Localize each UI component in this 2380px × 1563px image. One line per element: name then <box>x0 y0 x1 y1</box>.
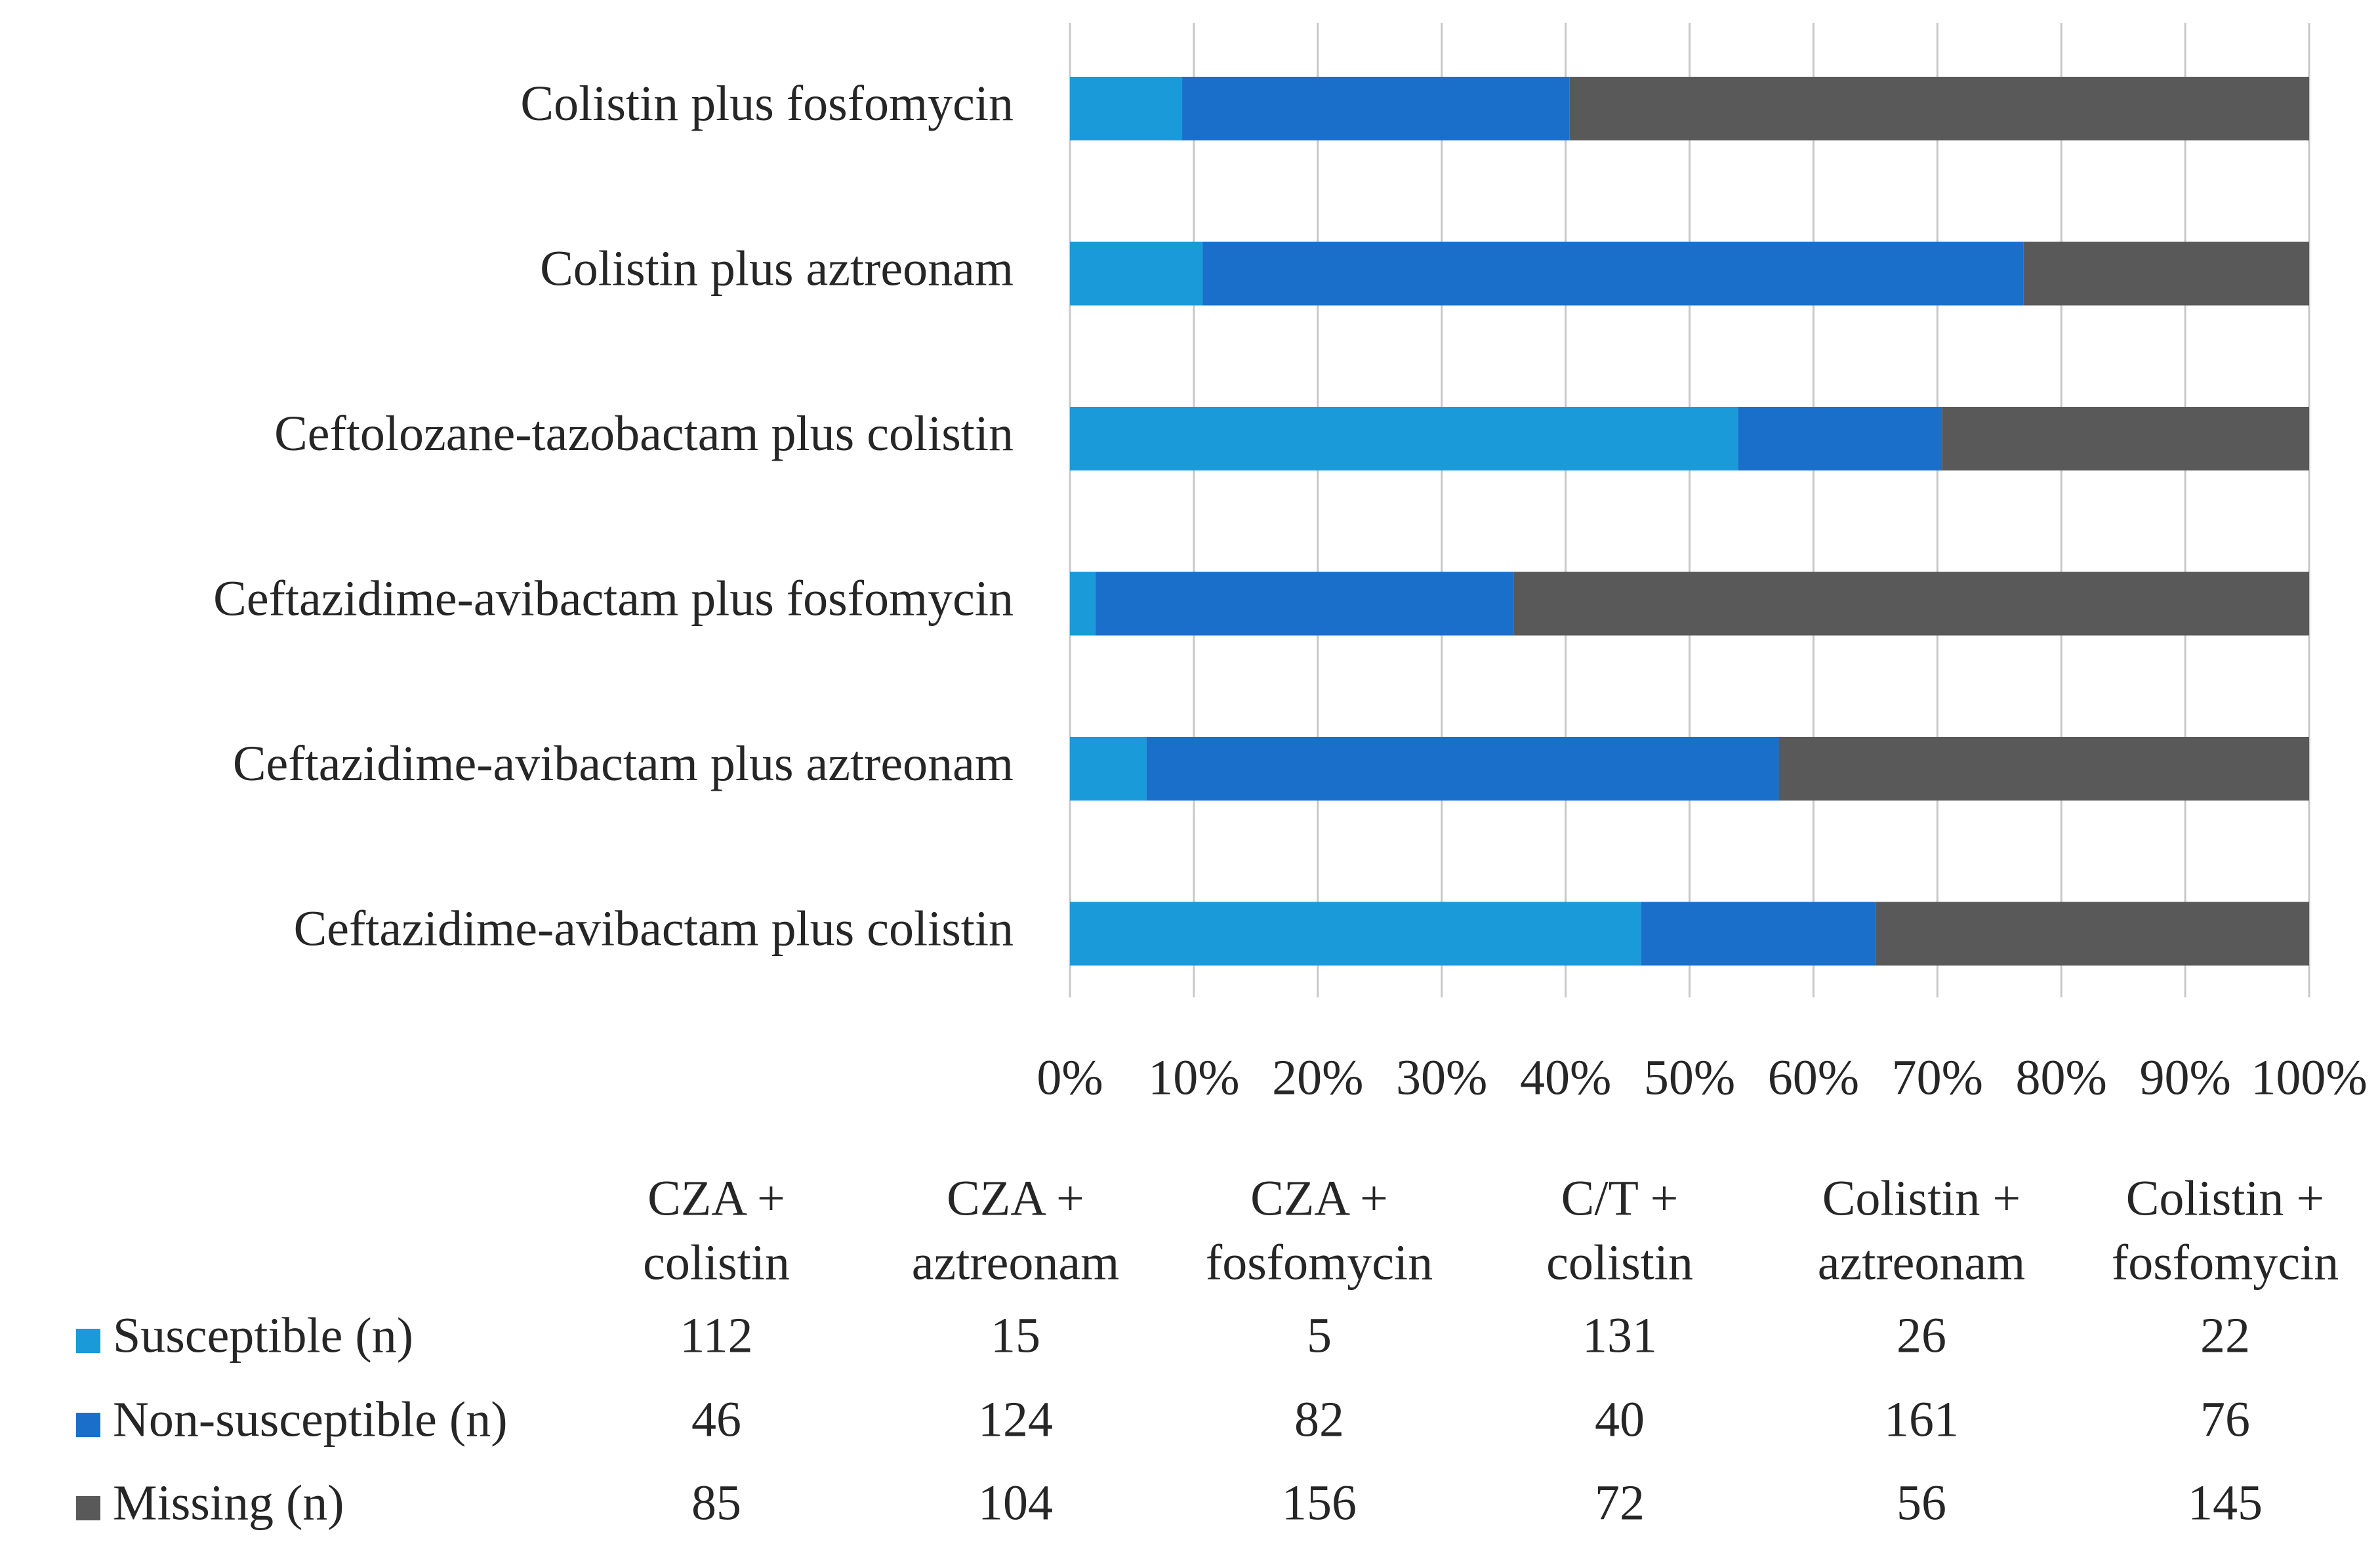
table-value: 5 <box>1307 1308 1332 1363</box>
bar-segment <box>1738 407 1942 470</box>
x-tick-label: 10% <box>1148 1050 1239 1105</box>
category-label: Ceftazidime-avibactam plus fosfomycin <box>213 571 1014 626</box>
category-label: Colistin plus aztreonam <box>540 241 1014 296</box>
table-value: 161 <box>1884 1392 1959 1447</box>
bar-segment <box>1070 572 1096 636</box>
table-value: 124 <box>978 1392 1053 1447</box>
bar-segment <box>1202 241 2024 306</box>
x-tick-label: 90% <box>2139 1050 2230 1105</box>
table-value: 15 <box>991 1308 1040 1363</box>
bar-segment <box>1641 902 1876 966</box>
table-column-header: aztreonam <box>912 1235 1119 1290</box>
table-value: 76 <box>2200 1392 2250 1447</box>
legend-label: Missing (n) <box>113 1475 344 1530</box>
table-value: 82 <box>1294 1392 1344 1447</box>
table-value: 56 <box>1897 1475 1946 1530</box>
x-tick-label: 100% <box>2251 1050 2367 1105</box>
x-tick-label: 20% <box>1272 1050 1363 1105</box>
legend-label: Non-susceptible (n) <box>113 1392 508 1447</box>
table-value: 22 <box>2200 1308 2250 1363</box>
bar-segment <box>1942 407 2309 470</box>
table-column-header: C/T + <box>1561 1171 1679 1226</box>
bar-segment <box>1513 572 2309 636</box>
bar-segment <box>2023 241 2309 306</box>
table-column-header: CZA + <box>947 1171 1084 1226</box>
table-value: 156 <box>1282 1475 1357 1530</box>
x-tick-label: 40% <box>1520 1050 1611 1105</box>
table-column-header: CZA + <box>1250 1171 1388 1226</box>
legend-label: Susceptible (n) <box>113 1308 413 1363</box>
category-label: Ceftolozane-tazobactam plus colistin <box>274 406 1014 461</box>
bar-segment <box>1569 77 2309 140</box>
bar-segment <box>1070 737 1147 801</box>
table-value: 131 <box>1582 1308 1657 1363</box>
table-column-header: fosfomycin <box>2112 1235 2339 1290</box>
bar-segment <box>1182 77 1570 140</box>
bar-segment <box>1070 407 1738 470</box>
table-column-header: Colistin + <box>2126 1171 2325 1226</box>
table-column-header: fosfomycin <box>1206 1235 1433 1290</box>
category-label: Ceftazidime-avibactam plus colistin <box>294 901 1014 956</box>
x-tick-label: 60% <box>1768 1050 1859 1105</box>
legend-swatch <box>76 1496 100 1520</box>
table-column-header: CZA + <box>647 1171 785 1226</box>
legend-swatch <box>76 1413 100 1437</box>
category-label: Ceftazidime-avibactam plus aztreonam <box>233 736 1014 791</box>
bar-segment <box>1070 77 1183 140</box>
x-tick-label: 80% <box>2016 1050 2107 1105</box>
table-value: 72 <box>1595 1475 1645 1530</box>
x-tick-label: 30% <box>1396 1050 1487 1105</box>
table-column-header: Colistin + <box>1822 1171 2021 1226</box>
table-column-header: colistin <box>1546 1235 1693 1290</box>
table-value: 145 <box>2188 1475 2263 1530</box>
x-tick-label: 70% <box>1892 1050 1983 1105</box>
legend-swatch <box>76 1329 100 1353</box>
table-value: 85 <box>691 1475 741 1530</box>
table-value: 26 <box>1897 1308 1946 1363</box>
table-value: 112 <box>680 1308 752 1363</box>
table-value: 104 <box>978 1475 1053 1530</box>
table-column-header: colistin <box>643 1235 790 1290</box>
bar-segment <box>1070 241 1203 306</box>
table-value: 46 <box>691 1392 741 1447</box>
table-value: 40 <box>1595 1392 1645 1447</box>
x-tick-label: 50% <box>1644 1050 1735 1105</box>
table-column-header: aztreonam <box>1818 1235 2025 1290</box>
category-label: Colistin plus fosfomycin <box>520 76 1014 131</box>
bar-segment <box>1778 737 2309 801</box>
bar-segment <box>1876 902 2309 966</box>
x-tick-label: 0% <box>1036 1050 1103 1105</box>
bar-segment <box>1070 902 1641 966</box>
bar-segment <box>1146 737 1779 801</box>
bar-segment <box>1095 572 1514 636</box>
